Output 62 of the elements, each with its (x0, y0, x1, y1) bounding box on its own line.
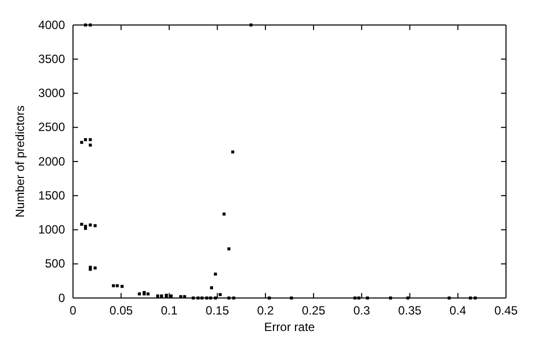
x-tick-label: 0.25 (302, 304, 326, 318)
x-tick-label: 0.3 (353, 304, 370, 318)
point (88, 223, 92, 226)
y-tick-label: 0 (58, 290, 66, 305)
point (116, 284, 119, 288)
point (389, 296, 392, 300)
point (94, 266, 97, 270)
point (227, 296, 230, 300)
point (205, 296, 208, 300)
point (218, 293, 222, 296)
point (84, 138, 88, 142)
x-tick-label: 0.4 (450, 304, 467, 318)
point (88, 144, 92, 147)
point (357, 296, 360, 300)
y-tick-label: 3500 (38, 52, 66, 66)
point (468, 296, 472, 300)
x-tick-label: 0.05 (109, 304, 134, 318)
y-tick-label: 4000 (38, 18, 66, 32)
point (353, 296, 356, 300)
point (406, 296, 410, 300)
point (209, 296, 212, 300)
point (138, 292, 141, 296)
point (200, 296, 204, 300)
x-tick-label: 0.45 (494, 304, 518, 318)
point (80, 222, 84, 226)
point (120, 284, 124, 288)
y-tick-label: 3000 (38, 86, 66, 100)
x-tick-label: 0.15 (206, 304, 230, 318)
point (232, 296, 236, 300)
point (231, 150, 234, 154)
point (94, 224, 97, 228)
point (88, 138, 92, 142)
point (290, 296, 293, 300)
point (366, 296, 369, 300)
point (146, 292, 150, 296)
point (88, 24, 92, 26)
x-axis-title: Error rate (264, 320, 316, 334)
y-axis-title: Number of predictors (13, 105, 27, 218)
y-tick-label: 1500 (38, 188, 66, 202)
x-tick-label: 0.2 (257, 304, 274, 318)
y-tick-label: 2500 (38, 120, 66, 134)
point (112, 284, 115, 288)
point (214, 272, 217, 276)
point (448, 296, 451, 300)
x-tick-label: 0.35 (398, 304, 422, 318)
point (196, 296, 200, 300)
point (170, 294, 173, 298)
point (80, 140, 84, 144)
point (474, 296, 477, 300)
point (160, 294, 164, 298)
point (156, 294, 160, 298)
point (222, 212, 226, 216)
y-tick-label: 2000 (38, 154, 66, 168)
point (192, 296, 195, 300)
y-tick-label: 1000 (38, 222, 66, 237)
point (227, 247, 230, 250)
x-tick-label: 0 (70, 304, 77, 318)
point (210, 286, 214, 290)
y-tick-label: 500 (44, 256, 66, 271)
point (268, 296, 271, 300)
point (214, 296, 217, 300)
x-tick-label: 0.1 (160, 304, 178, 318)
